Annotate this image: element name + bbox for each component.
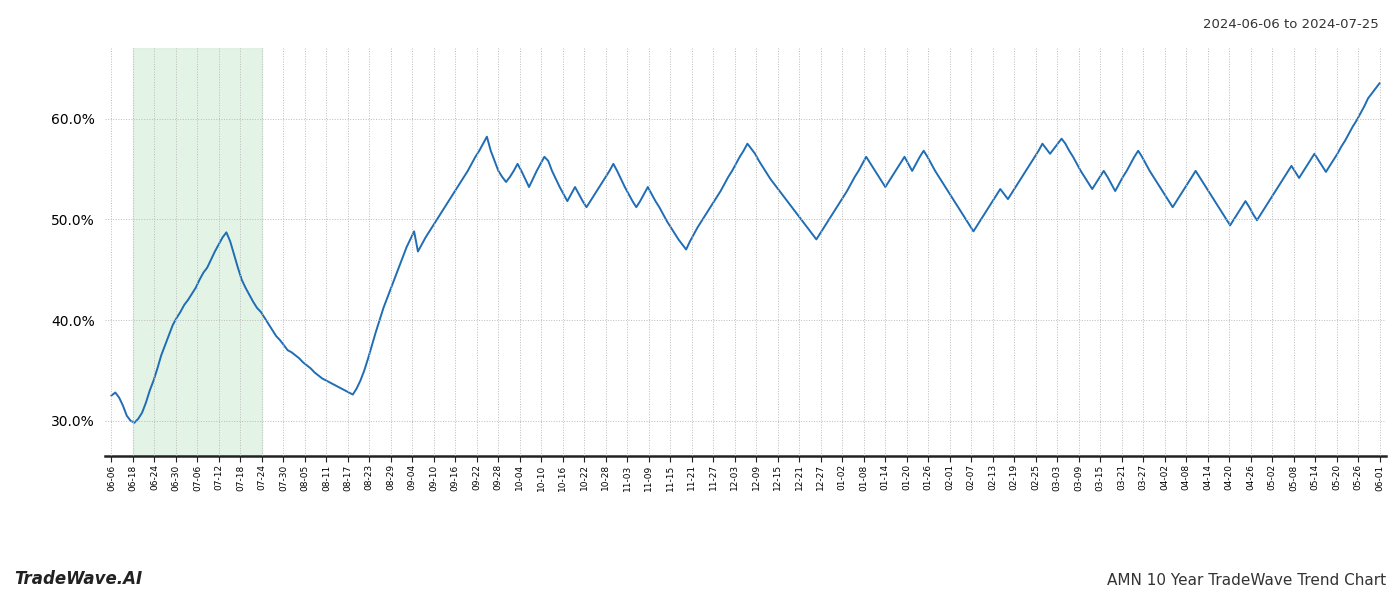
Bar [133, 48, 262, 456]
Text: TradeWave.AI: TradeWave.AI [14, 570, 143, 588]
Text: 2024-06-06 to 2024-07-25: 2024-06-06 to 2024-07-25 [1203, 18, 1379, 31]
Text: AMN 10 Year TradeWave Trend Chart: AMN 10 Year TradeWave Trend Chart [1107, 573, 1386, 588]
